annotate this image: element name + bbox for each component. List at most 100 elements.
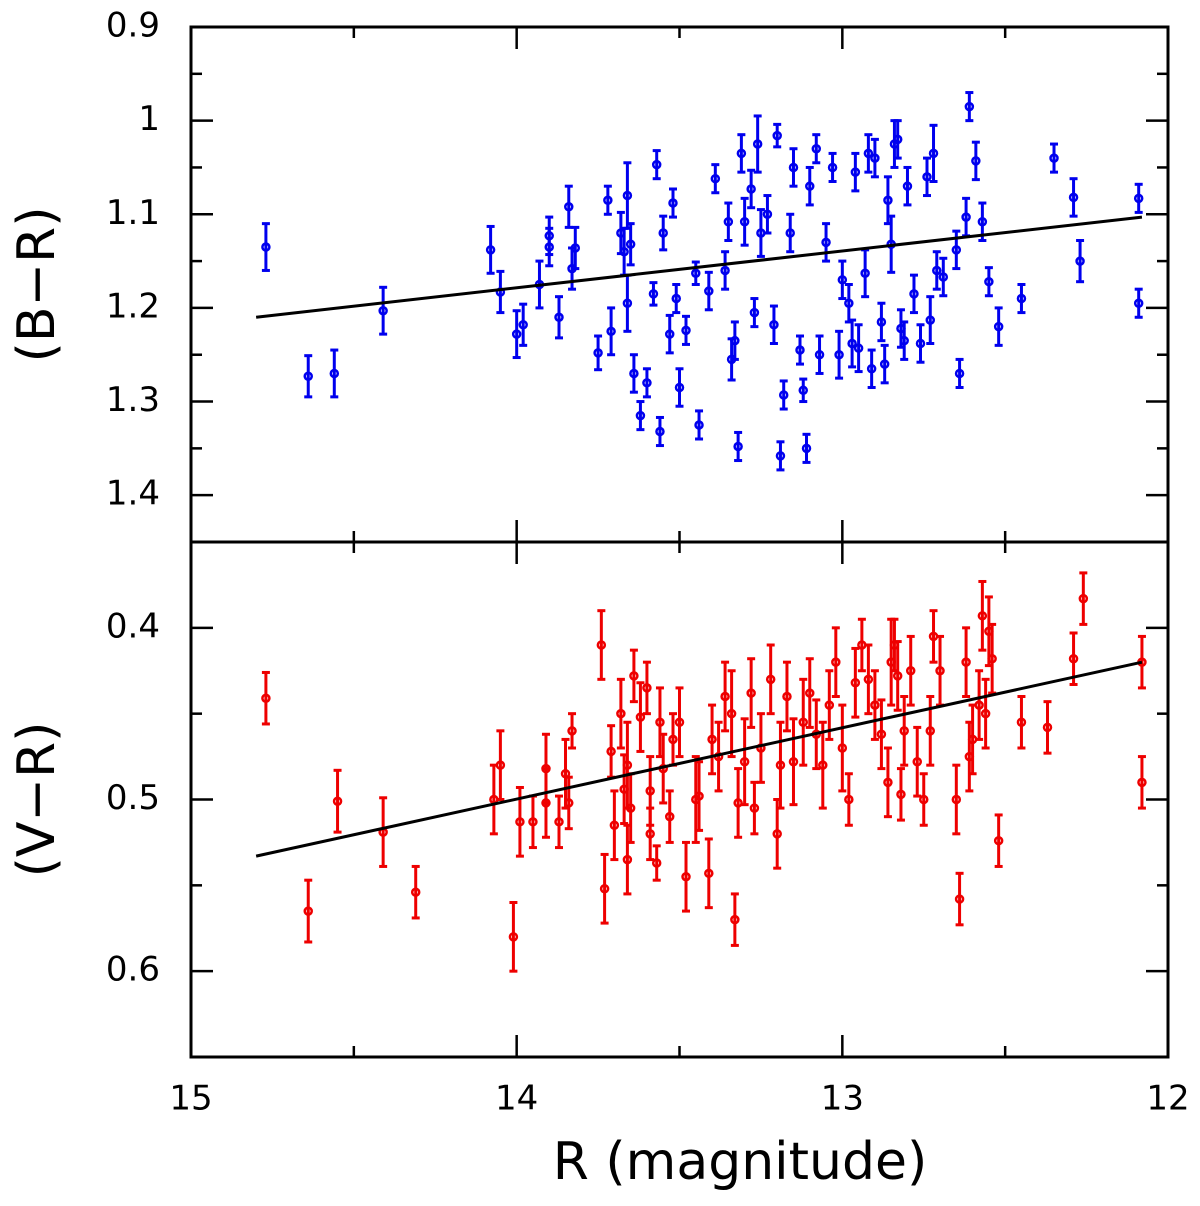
- point: [1049, 153, 1059, 163]
- point: [645, 829, 655, 839]
- y-axis-label: (B−R): [7, 207, 67, 363]
- point: [892, 134, 903, 145]
- point: [511, 329, 522, 339]
- point: [847, 338, 857, 349]
- y-tick-label: 1: [138, 99, 160, 139]
- point: [746, 688, 756, 698]
- point: [844, 794, 854, 805]
- point: [739, 756, 750, 767]
- point: [821, 237, 831, 248]
- point: [710, 173, 721, 184]
- point: [603, 195, 613, 205]
- point: [811, 143, 822, 154]
- x-tick-label: 15: [169, 1079, 212, 1119]
- point: [635, 410, 646, 421]
- point: [730, 335, 740, 346]
- point: [668, 198, 678, 208]
- fit-line: [255, 660, 1143, 858]
- point: [912, 756, 922, 767]
- point: [896, 789, 906, 800]
- point: [831, 657, 841, 667]
- point: [733, 798, 743, 808]
- point: [674, 382, 685, 393]
- point: [954, 894, 965, 904]
- point: [541, 763, 551, 774]
- point: [925, 726, 936, 736]
- point: [261, 693, 271, 703]
- y-tick-label: 0.9: [106, 6, 160, 46]
- point: [788, 756, 799, 767]
- point: [922, 172, 932, 182]
- point: [866, 364, 877, 374]
- point: [938, 272, 949, 282]
- point: [596, 640, 607, 650]
- point: [645, 786, 655, 796]
- point: [664, 811, 675, 822]
- point: [863, 148, 874, 159]
- point: [730, 914, 740, 925]
- point: [932, 265, 942, 276]
- point: [704, 286, 714, 296]
- point: [723, 217, 734, 227]
- point: [961, 212, 971, 222]
- point: [798, 717, 809, 727]
- point: [863, 674, 874, 685]
- point: [984, 276, 994, 287]
- point: [655, 426, 665, 437]
- point: [879, 359, 890, 369]
- point: [951, 245, 962, 255]
- point: [899, 335, 909, 346]
- point: [977, 611, 988, 621]
- x-tick-label: 14: [495, 1079, 538, 1119]
- point: [850, 678, 861, 688]
- point: [788, 162, 799, 173]
- point: [971, 156, 981, 166]
- point: [772, 130, 782, 141]
- point: [892, 671, 903, 681]
- y-tick-label: 0.4: [106, 606, 160, 646]
- point: [564, 798, 574, 808]
- point: [629, 671, 639, 681]
- point: [616, 708, 626, 719]
- point: [518, 320, 528, 330]
- point: [674, 717, 685, 727]
- point: [694, 791, 704, 801]
- point: [625, 239, 636, 249]
- point: [850, 167, 861, 177]
- point: [1068, 653, 1079, 664]
- point: [915, 338, 926, 349]
- point: [495, 760, 506, 770]
- point: [805, 688, 815, 698]
- point: [629, 368, 639, 379]
- point: [1042, 722, 1053, 733]
- point: [1137, 777, 1147, 788]
- point: [554, 312, 564, 323]
- point: [785, 228, 795, 238]
- point: [837, 743, 848, 753]
- point: [964, 101, 975, 112]
- point: [977, 217, 988, 227]
- point: [622, 298, 633, 308]
- point: [570, 243, 581, 253]
- point: [853, 343, 864, 353]
- point: [651, 159, 662, 170]
- y-tick-label: 1.3: [106, 380, 160, 420]
- point: [303, 371, 313, 382]
- point: [818, 760, 828, 770]
- point: [707, 734, 717, 745]
- point: [899, 726, 909, 736]
- point: [515, 817, 525, 827]
- point: [775, 760, 786, 770]
- point: [720, 265, 730, 276]
- point: [974, 700, 984, 710]
- x-tick-label: 12: [1146, 1079, 1189, 1119]
- fit-line: [255, 215, 1143, 319]
- point: [635, 712, 646, 722]
- point: [954, 368, 965, 379]
- point: [876, 317, 887, 327]
- point: [599, 884, 610, 894]
- point: [622, 190, 633, 201]
- point: [782, 691, 792, 702]
- point: [609, 820, 620, 830]
